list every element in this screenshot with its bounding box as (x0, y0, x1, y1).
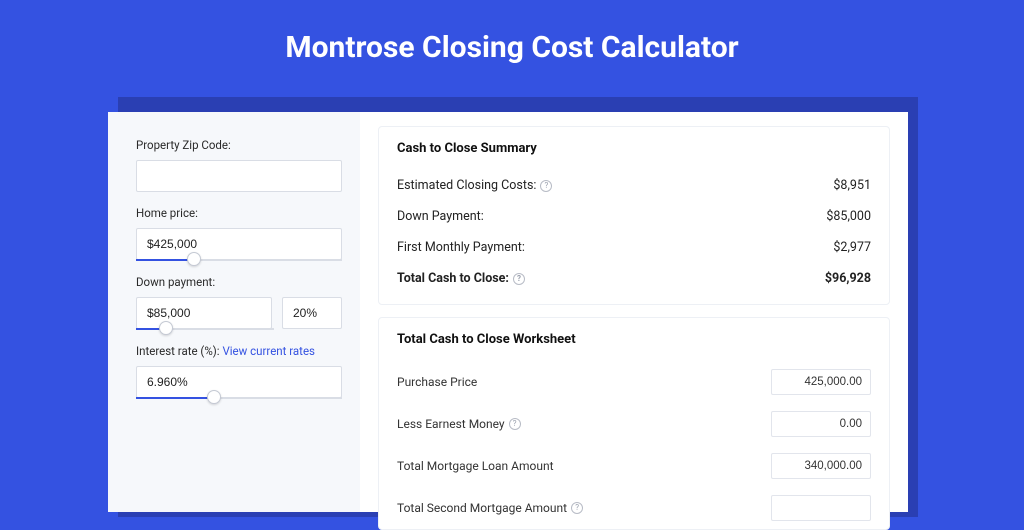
worksheet-label: Total Mortgage Loan Amount (397, 459, 554, 473)
summary-row-closing-costs: Estimated Closing Costs: ? $8,951 (397, 170, 871, 201)
worksheet-label: Less Earnest Money ? (397, 417, 521, 431)
summary-value: $2,977 (833, 240, 871, 255)
help-icon[interactable]: ? (513, 273, 525, 285)
zip-input[interactable] (136, 160, 342, 192)
worksheet-value-input[interactable] (771, 411, 871, 437)
summary-label: First Monthly Payment: (397, 240, 525, 255)
home-price-group: Home price: (136, 206, 342, 261)
interest-label-text: Interest rate (%): (136, 344, 220, 358)
results-column: Cash to Close Summary Estimated Closing … (360, 112, 908, 512)
summary-label-text: First Monthly Payment: (397, 240, 525, 255)
worksheet-value-input[interactable] (771, 495, 871, 521)
down-payment-group: Down payment: (136, 275, 342, 330)
summary-row-first-payment: First Monthly Payment: $2,977 (397, 232, 871, 263)
view-rates-link[interactable]: View current rates (222, 344, 315, 358)
worksheet-label-text: Less Earnest Money (397, 417, 505, 431)
interest-group: Interest rate (%): View current rates (136, 344, 342, 399)
worksheet-label: Purchase Price (397, 375, 477, 389)
down-payment-pct-input[interactable] (282, 297, 342, 329)
slider-fill (136, 259, 194, 261)
slider-thumb[interactable] (207, 390, 221, 404)
down-payment-input[interactable] (136, 297, 272, 329)
summary-label-text: Estimated Closing Costs: (397, 178, 536, 193)
calculator-card: Property Zip Code: Home price: Down paym… (108, 112, 908, 512)
worksheet-value-input[interactable] (771, 369, 871, 395)
worksheet-value-input[interactable] (771, 453, 871, 479)
summary-label: Total Cash to Close: ? (397, 271, 525, 286)
worksheet-label-text: Purchase Price (397, 375, 477, 389)
slider-thumb[interactable] (187, 252, 201, 266)
zip-group: Property Zip Code: (136, 138, 342, 192)
inputs-sidebar: Property Zip Code: Home price: Down paym… (108, 112, 360, 512)
help-icon[interactable]: ? (571, 502, 583, 514)
down-payment-label: Down payment: (136, 275, 342, 289)
slider-fill (136, 397, 214, 399)
worksheet-title: Total Cash to Close Worksheet (397, 332, 871, 347)
summary-title: Cash to Close Summary (397, 141, 871, 156)
worksheet-label-text: Total Second Mortgage Amount (397, 501, 567, 515)
zip-label: Property Zip Code: (136, 138, 342, 152)
summary-value: $85,000 (826, 209, 871, 224)
home-price-input[interactable] (136, 228, 342, 260)
summary-label: Down Payment: (397, 209, 484, 224)
down-payment-slider[interactable] (136, 328, 274, 330)
interest-slider[interactable] (136, 397, 342, 399)
help-icon[interactable]: ? (509, 418, 521, 430)
summary-label-text: Down Payment: (397, 209, 484, 224)
home-price-label: Home price: (136, 206, 342, 220)
summary-card: Cash to Close Summary Estimated Closing … (378, 126, 890, 305)
worksheet-card: Total Cash to Close Worksheet Purchase P… (378, 317, 890, 530)
worksheet-label-text: Total Mortgage Loan Amount (397, 459, 554, 473)
worksheet-row-mortgage: Total Mortgage Loan Amount (397, 445, 871, 487)
summary-label: Estimated Closing Costs: ? (397, 178, 552, 193)
worksheet-row-purchase: Purchase Price (397, 361, 871, 403)
summary-row-down-payment: Down Payment: $85,000 (397, 201, 871, 232)
slider-thumb[interactable] (159, 321, 173, 335)
worksheet-label: Total Second Mortgage Amount ? (397, 501, 583, 515)
page-title: Montrose Closing Cost Calculator (0, 0, 1024, 87)
worksheet-row-second-mortgage: Total Second Mortgage Amount ? (397, 487, 871, 529)
home-price-slider[interactable] (136, 259, 342, 261)
help-icon[interactable]: ? (540, 180, 552, 192)
summary-row-total: Total Cash to Close: ? $96,928 (397, 263, 871, 294)
interest-input[interactable] (136, 366, 342, 398)
summary-value: $96,928 (825, 271, 871, 286)
interest-label: Interest rate (%): View current rates (136, 344, 342, 358)
worksheet-row-earnest: Less Earnest Money ? (397, 403, 871, 445)
summary-label-text: Total Cash to Close: (397, 271, 509, 286)
summary-value: $8,951 (833, 178, 871, 193)
